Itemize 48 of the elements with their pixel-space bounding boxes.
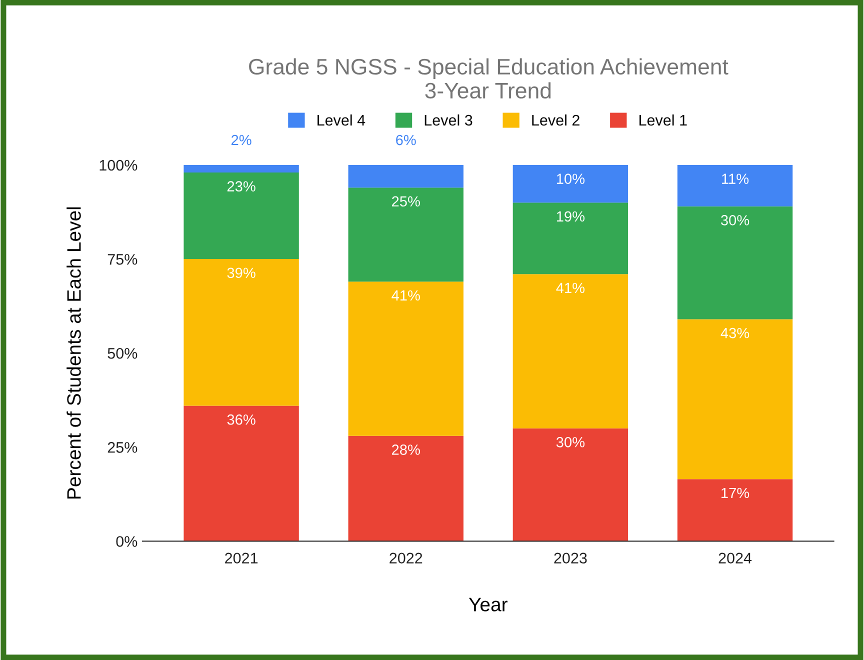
data-label: 6% [396, 134, 416, 146]
y-axis-title: Percent of Students at Each Level [66, 207, 81, 498]
bar [677, 319, 793, 480]
bar [184, 406, 299, 542]
bar [348, 188, 464, 282]
x-tick-label: 2024 [718, 552, 752, 564]
data-label: 2% [232, 134, 252, 146]
bar [512, 165, 628, 203]
bar [184, 165, 299, 173]
y-tick-label: 25% [108, 442, 138, 453]
data-label: 43% [720, 328, 750, 338]
data-label: 30% [556, 437, 585, 448]
data-label: 28% [392, 444, 420, 455]
data-label: 41% [392, 290, 420, 301]
x-tick-label: 2023 [554, 552, 587, 564]
bar [677, 479, 793, 542]
bar [677, 165, 793, 206]
bar [348, 436, 464, 542]
data-label: 17% [722, 488, 750, 498]
bar [348, 165, 464, 188]
legend-label: Level 2 [532, 114, 580, 126]
legend-label: Level 4 [318, 114, 366, 126]
bar [184, 172, 299, 260]
bar [512, 428, 628, 542]
data-label: 23% [227, 181, 256, 192]
data-label: 41% [556, 282, 585, 294]
y-tick-label: 0% [116, 536, 138, 547]
bar [677, 206, 793, 320]
x-tick-label: 2021 [225, 552, 258, 564]
data-label: 36% [227, 414, 256, 425]
y-tick-label: 75% [108, 254, 138, 265]
bar [184, 259, 299, 406]
bar [348, 282, 464, 436]
data-label: 19% [556, 211, 585, 222]
bar [512, 202, 628, 274]
data-label: 10% [556, 174, 585, 184]
legend-label: Level 3 [424, 114, 472, 126]
data-label: 39% [227, 268, 256, 278]
chart-title: Grade 5 NGSS - Special Education Achievement 3-Year Trend [249, 58, 728, 99]
x-tick-label: 2022 [390, 552, 422, 564]
legend-label: Level 1 [640, 114, 687, 126]
bar [512, 274, 628, 428]
x-axis-title: Year [468, 598, 508, 612]
y-tick-label: 50% [108, 348, 138, 359]
data-label: 25% [392, 196, 420, 207]
data-label: 30% [720, 215, 750, 226]
y-tick-label: 100% [100, 160, 138, 171]
data-label: 11% [722, 174, 749, 184]
